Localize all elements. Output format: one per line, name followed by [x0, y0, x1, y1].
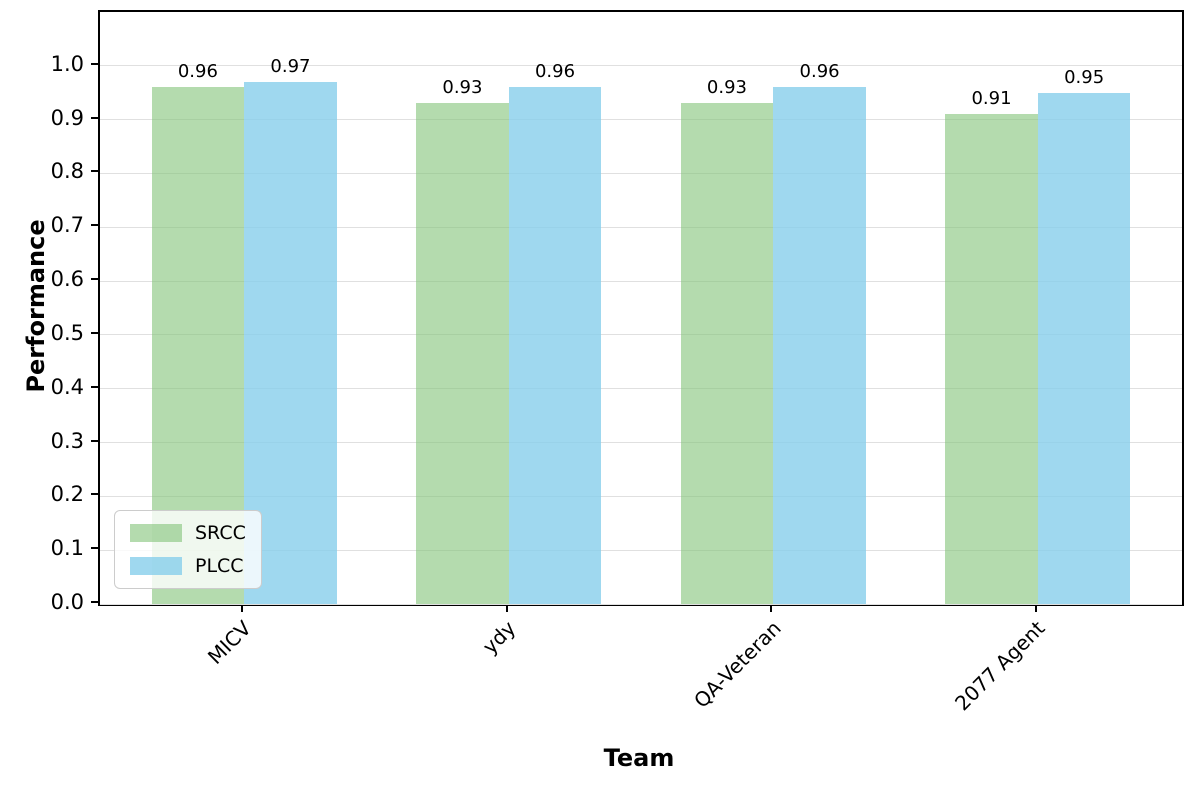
y-tick-mark — [91, 170, 99, 173]
y-tick-label: 0.0 — [50, 590, 84, 614]
gridline — [100, 442, 1182, 444]
gridline — [100, 334, 1182, 336]
bar-srcc-2 — [680, 103, 774, 604]
y-tick-mark — [91, 331, 99, 334]
y-tick-mark — [91, 385, 99, 388]
y-tick-label: 0.2 — [50, 482, 84, 507]
gridline — [100, 119, 1182, 121]
legend-swatch-srcc-icon — [130, 524, 182, 542]
bar-value-label: 0.93 — [706, 77, 747, 99]
plot-area: 0.96 0.97 0.93 0.96 0.93 0.96 0.91 0.95 SRCC PL… — [98, 10, 1184, 606]
y-tick-mark — [91, 62, 99, 65]
y-tick-mark — [91, 601, 99, 603]
x-tick-label: MICV — [203, 616, 257, 669]
bar-plcc-3 — [1037, 92, 1131, 604]
gridline — [100, 65, 1182, 67]
y-tick-mark — [91, 224, 99, 227]
gridline — [100, 549, 1182, 551]
bar-value-label: 0.93 — [442, 77, 483, 99]
legend: SRCC PLCC — [114, 510, 262, 589]
bar-value-label: 0.96 — [177, 61, 218, 83]
bar-value-label: 0.96 — [534, 61, 576, 83]
x-tick-mark — [505, 604, 508, 612]
x-tick-mark — [241, 604, 244, 612]
bar-value-label: 0.97 — [270, 55, 311, 77]
y-tick-label: 0.3 — [50, 428, 84, 453]
y-tick-label: 0.4 — [50, 374, 84, 399]
gridline — [100, 603, 1182, 605]
y-tick-label: 0.6 — [50, 267, 84, 292]
legend-item-srcc: SRCC — [130, 522, 246, 544]
x-tick-label: QA-Veteran — [688, 616, 786, 713]
y-tick-label: 0.8 — [50, 159, 84, 184]
y-tick-mark — [91, 278, 99, 281]
gridline — [100, 280, 1182, 282]
y-axis-title: Performance — [22, 219, 50, 393]
y-tick-label: 0.7 — [50, 213, 84, 238]
x-tick-mark — [770, 604, 773, 612]
x-tick-mark — [1034, 604, 1037, 612]
y-tick-label: 1.0 — [50, 51, 84, 76]
x-tick-label: ydy — [478, 616, 521, 659]
bar-value-label: 0.91 — [971, 88, 1012, 110]
bar-value-label: 0.96 — [799, 61, 840, 83]
y-tick-label: 0.9 — [50, 105, 84, 130]
legend-label-plcc: PLCC — [195, 555, 244, 577]
y-tick-mark — [91, 116, 99, 119]
legend-swatch-plcc-icon — [130, 557, 182, 575]
y-tick-mark — [91, 439, 99, 442]
bar-plcc-2 — [773, 87, 866, 604]
y-tick-mark — [91, 547, 99, 550]
gridline — [100, 495, 1182, 497]
bar-value-label: 0.95 — [1064, 66, 1105, 88]
y-tick-label: 0.5 — [50, 320, 84, 345]
bar-plcc-1 — [508, 87, 602, 604]
legend-label-srcc: SRCC — [195, 522, 246, 544]
legend-item-plcc: PLCC — [130, 555, 246, 577]
x-tick-label: 2077 Agent — [950, 616, 1050, 716]
gridline — [100, 226, 1182, 228]
bar-srcc-1 — [416, 103, 509, 604]
gridline — [100, 388, 1182, 390]
bar-srcc-3 — [945, 114, 1038, 604]
y-tick-mark — [91, 493, 99, 496]
y-tick-label: 0.1 — [50, 536, 84, 561]
x-axis-title: Team — [603, 744, 675, 772]
gridline — [100, 172, 1182, 174]
